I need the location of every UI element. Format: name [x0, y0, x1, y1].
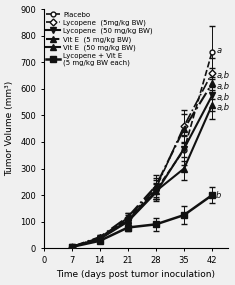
Text: a: a: [216, 46, 221, 55]
Text: a,b: a,b: [216, 82, 229, 91]
Text: b: b: [216, 191, 222, 200]
X-axis label: Time (days post tumor inoculation): Time (days post tumor inoculation): [56, 270, 215, 280]
Text: a,b: a,b: [216, 103, 229, 112]
Y-axis label: Tumor Volume (mm³): Tumor Volume (mm³): [6, 81, 15, 176]
Text: a,b: a,b: [216, 93, 229, 102]
Legend: Placebo, Lycopene  (5mg/kg BW), Lycopene  (50 mg/kg BW), Vit E  (5 mg/kg BW), Vi: Placebo, Lycopene (5mg/kg BW), Lycopene …: [46, 11, 153, 67]
Text: a,b: a,b: [216, 71, 229, 80]
